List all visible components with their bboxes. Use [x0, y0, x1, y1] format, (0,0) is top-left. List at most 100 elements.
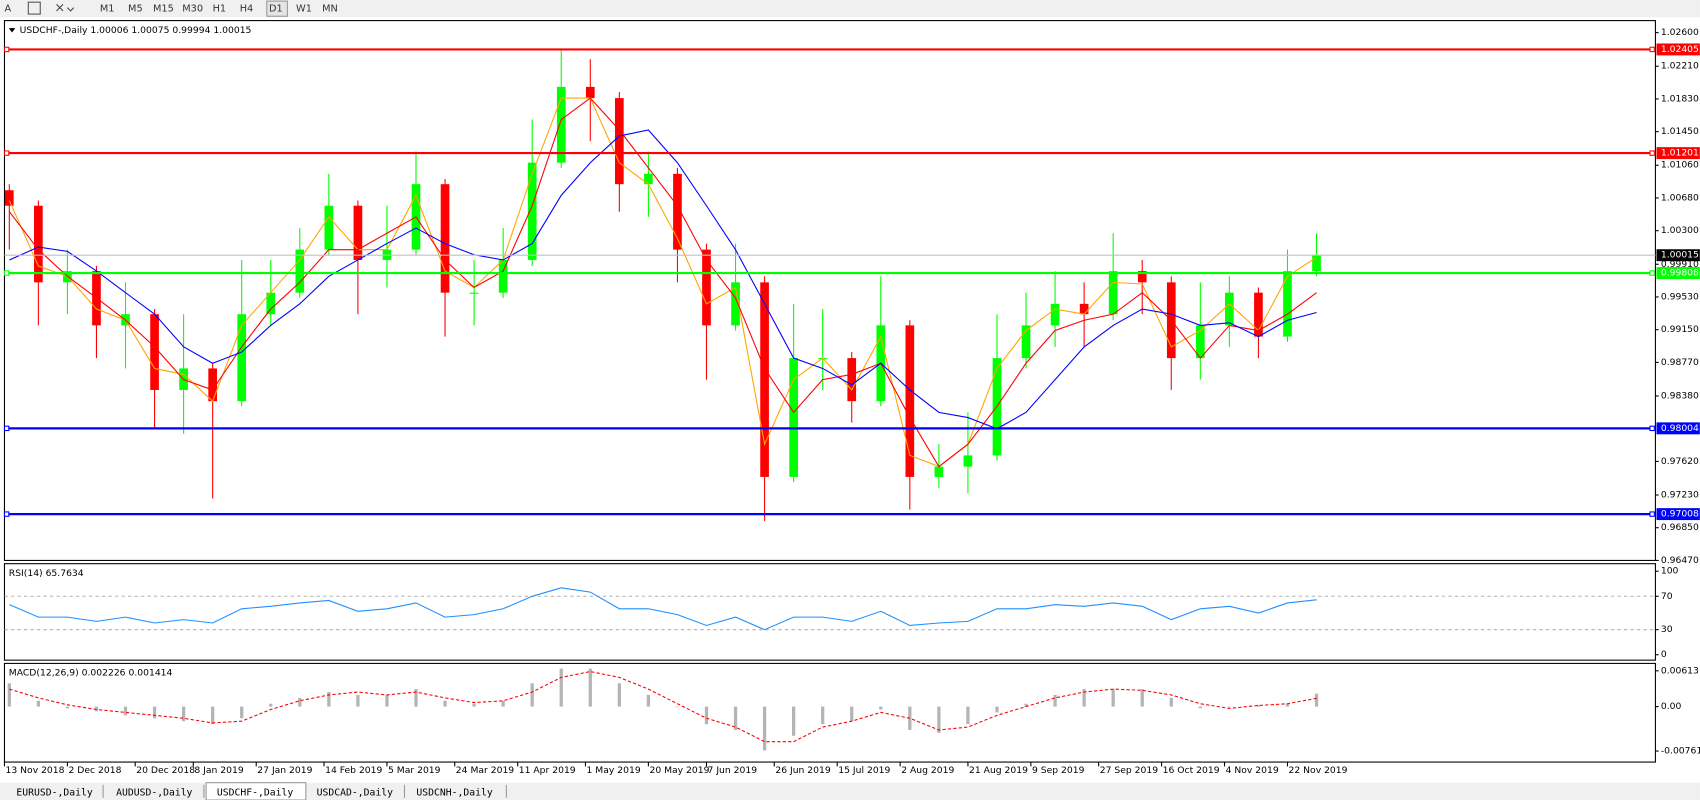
timeframe[interactable]: M15	[153, 4, 174, 15]
level-handle	[1649, 46, 1655, 53]
x-tick-label: 5 Mar 2019	[388, 765, 441, 776]
candle-body	[1021, 325, 1031, 359]
candle-body	[673, 173, 682, 250]
level-handle	[1649, 425, 1655, 432]
signal-line	[9, 670, 1317, 743]
histogram-bar	[1140, 689, 1144, 707]
active-timeframe	[266, 0, 288, 17]
timeframe[interactable]: M5	[128, 4, 143, 15]
timeframe[interactable]: M1	[100, 4, 115, 15]
level-handle	[3, 150, 10, 156]
y-tick-label: -0.007612	[1661, 746, 1700, 757]
level-handle	[3, 270, 10, 276]
histogram-bar	[1227, 706, 1231, 708]
timeframe[interactable]: H1	[213, 4, 227, 15]
candle-body	[4, 190, 14, 206]
x-tick-label: 27 Jan 2019	[257, 765, 312, 776]
pane-title: MACD(12,26,9) 0.002226 0.001414	[9, 668, 173, 679]
timeframe[interactable]: M30	[182, 4, 203, 15]
candle-body	[469, 292, 479, 294]
histogram-bar	[1111, 689, 1115, 707]
level-label: 1.01201	[1661, 148, 1699, 159]
y-tick-label: 100	[1661, 566, 1679, 577]
moving-average	[8, 97, 1317, 468]
x-tick-label: 4 Nov 2019	[1226, 765, 1279, 776]
timeframe[interactable]: H4	[240, 4, 254, 15]
tool-dropdown[interactable]	[56, 3, 75, 12]
candle-body	[527, 162, 537, 260]
toolbar	[0, 0, 1700, 18]
candle-body	[34, 205, 43, 283]
histogram-bar	[792, 706, 796, 736]
tab[interactable]: USDCNH-,Daily	[416, 787, 492, 798]
histogram-bar	[152, 706, 157, 719]
level-label-bg	[1656, 267, 1700, 279]
level-handle	[1649, 150, 1655, 156]
level-label-bg	[1656, 422, 1700, 435]
x-tick-label: 20 May 2019	[649, 765, 709, 776]
candle-body	[1137, 271, 1147, 283]
level-label-bg	[1656, 508, 1700, 521]
x-tick-label: 27 Sep 2019	[1100, 765, 1158, 776]
pane-title: RSI(14) 65.7634	[9, 568, 84, 579]
candle-body	[295, 249, 305, 293]
candle-body	[208, 368, 217, 402]
y-tick-label: 1.00680	[1661, 192, 1699, 203]
tab[interactable]: EURUSD-,Daily	[16, 787, 92, 798]
tab[interactable]: USDCAD-,Daily	[317, 787, 393, 798]
timeframe[interactable]: MN	[322, 4, 338, 15]
x-tick-label: 13 Nov 2018	[6, 765, 65, 776]
candle-body	[585, 86, 595, 99]
level-handle	[3, 425, 10, 432]
indicator-line	[9, 587, 1317, 631]
histogram-bar	[240, 706, 244, 719]
level-label: 1.02405	[1661, 44, 1699, 55]
histogram-bar	[617, 683, 621, 707]
histogram-bar	[1198, 706, 1202, 709]
y-tick-label: 0	[1661, 649, 1667, 660]
histogram-bar	[1314, 693, 1319, 707]
candle-body	[498, 259, 508, 293]
y-tick-label: 0.98770	[1661, 357, 1699, 368]
x-tick-label: 11 Apr 2019	[519, 765, 576, 776]
tool-text-box[interactable]	[27, 1, 41, 15]
y-tick-label: 30	[1661, 624, 1673, 635]
candle-body	[789, 358, 798, 477]
histogram-bar	[211, 706, 215, 725]
moving-average	[9, 129, 1317, 430]
y-tick-label: 0.99910	[1661, 259, 1699, 270]
candle-body	[847, 358, 857, 402]
x-tick-label: 16 Oct 2019	[1163, 765, 1220, 776]
y-tick-label: 1.01830	[1661, 93, 1699, 104]
histogram-bar	[588, 668, 592, 707]
candle-body	[934, 466, 944, 477]
level-label: 0.98004	[1661, 423, 1699, 434]
histogram-bar	[937, 706, 941, 733]
candle-body	[440, 184, 450, 293]
tab[interactable]: USDCHF-,Daily	[217, 787, 293, 798]
tab[interactable]: AUDUSD-,Daily	[116, 787, 192, 798]
tool-text[interactable]: A	[4, 4, 11, 15]
timeframe[interactable]: D1	[269, 4, 283, 15]
histogram-bar	[1169, 697, 1173, 707]
level-handle	[1649, 511, 1655, 517]
histogram-bar	[36, 700, 40, 707]
candle-body	[1283, 271, 1292, 337]
candle-body	[237, 314, 247, 402]
timeframe[interactable]: W1	[296, 4, 312, 15]
candle-body	[1079, 303, 1089, 315]
y-tick-label: 0.00	[1661, 701, 1682, 712]
pane-frame	[3, 662, 1656, 763]
histogram-bar	[821, 706, 825, 725]
candle-body	[324, 205, 334, 250]
candle-body	[905, 325, 915, 477]
candle-body	[702, 249, 711, 326]
histogram-bar	[298, 697, 302, 707]
histogram-bar	[356, 694, 360, 707]
histogram-bar	[385, 694, 389, 707]
candle-body	[556, 86, 566, 163]
y-tick-label: 1.02210	[1661, 61, 1699, 72]
x-tick-label: 26 Jun 2019	[775, 765, 831, 776]
level-label-bg	[1656, 147, 1700, 160]
